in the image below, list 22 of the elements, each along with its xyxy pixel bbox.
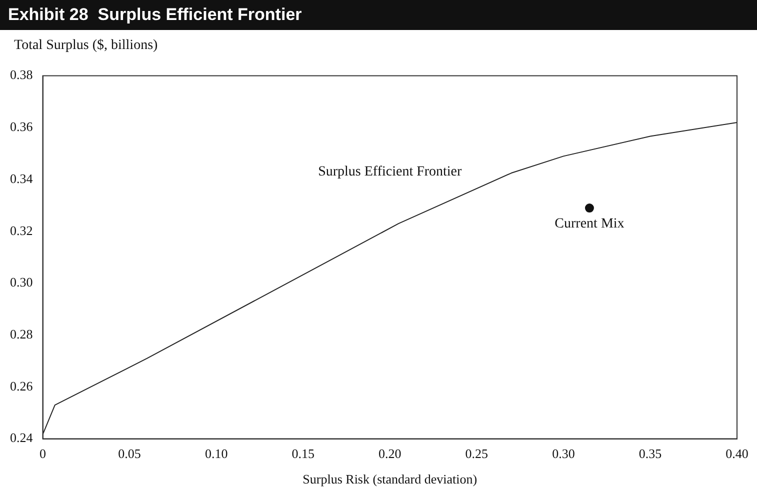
x-tick-label: 0.25 bbox=[465, 446, 488, 462]
x-tick-label: 0.30 bbox=[552, 446, 575, 462]
annotation: Surplus Efficient Frontier bbox=[318, 164, 462, 180]
y-tick-label: 0.32 bbox=[10, 222, 33, 238]
x-tick-label: 0.15 bbox=[292, 446, 314, 462]
y-tick-label: 0.26 bbox=[10, 378, 34, 394]
chart-title: Exhibit 28 Surplus Efficient Frontier bbox=[0, 0, 757, 30]
x-tick-label: 0 bbox=[40, 446, 46, 462]
x-tick-label: 0.10 bbox=[204, 446, 228, 462]
x-tick-label: 0.20 bbox=[378, 446, 402, 462]
y-tick-label: 0.28 bbox=[10, 326, 33, 342]
y-tick-label: 0.38 bbox=[10, 67, 33, 82]
y-axis-title: Total Surplus ($, billions) bbox=[13, 37, 159, 55]
annotation: Current Mix bbox=[554, 216, 624, 232]
y-tick-label: 0.24 bbox=[10, 430, 34, 446]
x-tick-label: 0.05 bbox=[118, 446, 141, 462]
x-tick-label: 0.40 bbox=[726, 446, 748, 462]
y-tick-label: 0.34 bbox=[10, 170, 34, 186]
x-axis-title: Surplus Risk (standard deviation) bbox=[302, 472, 478, 487]
x-tick-label: 0.35 bbox=[638, 446, 662, 462]
y-tick-label: 0.36 bbox=[10, 119, 34, 134]
y-tick-label: 0.30 bbox=[10, 274, 33, 290]
